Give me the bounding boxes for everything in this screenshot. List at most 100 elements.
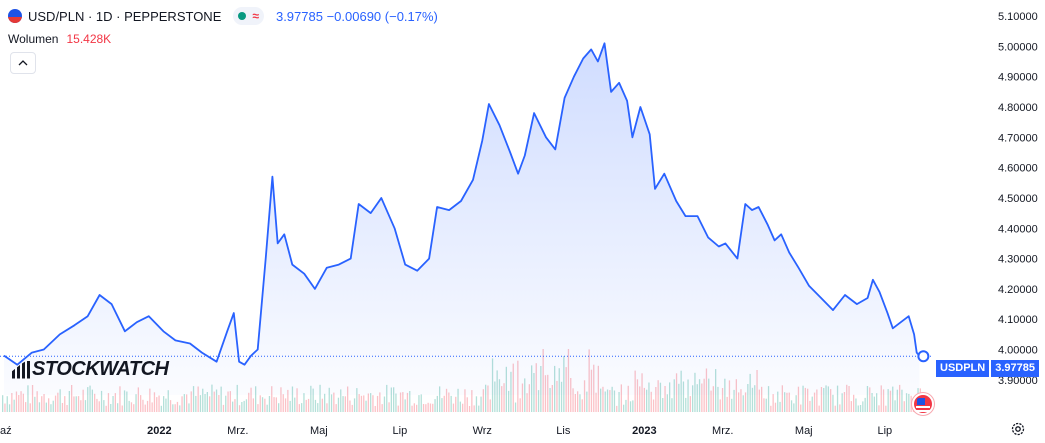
volume-bar bbox=[107, 393, 110, 412]
volume-bar bbox=[629, 401, 632, 412]
volume-bar bbox=[376, 395, 379, 412]
volume-bar bbox=[793, 403, 795, 412]
volume-bar bbox=[880, 385, 882, 412]
collapse-legend-button[interactable] bbox=[10, 52, 36, 74]
y-tick-label: 4.30000 bbox=[998, 254, 1038, 266]
y-tick-label: 4.20000 bbox=[998, 284, 1038, 296]
volume-bar bbox=[418, 395, 420, 412]
volume-bar bbox=[869, 387, 871, 412]
volume-bar bbox=[823, 388, 825, 412]
volume-bar bbox=[98, 401, 100, 412]
volume-bar bbox=[800, 404, 802, 412]
volume-bar bbox=[572, 388, 574, 412]
volume-bar bbox=[807, 388, 809, 412]
volume-bar bbox=[140, 395, 142, 412]
volume-bar bbox=[551, 385, 553, 412]
volume-bar bbox=[618, 392, 620, 412]
volume-bar bbox=[89, 385, 91, 412]
volume-bar bbox=[289, 400, 291, 412]
y-axis[interactable]: 5.10000 5.00000 4.90000 4.80000 4.70000 4.600… bbox=[998, 11, 1038, 387]
x-tick-label: aź bbox=[0, 425, 12, 437]
volume-bar bbox=[625, 399, 627, 412]
volume-bar bbox=[816, 389, 818, 412]
volume-bar bbox=[218, 395, 220, 412]
volume-bar bbox=[358, 394, 360, 412]
volume-bar bbox=[317, 403, 319, 412]
volume-bar bbox=[149, 388, 151, 412]
volume-bar bbox=[261, 397, 264, 412]
market-status-pill[interactable]: ≈ bbox=[233, 7, 264, 25]
volume-bar bbox=[245, 399, 248, 412]
x-tick-label: Maj bbox=[310, 425, 328, 437]
volume-bar bbox=[43, 394, 45, 412]
volume-bar bbox=[186, 394, 188, 412]
volume-bar bbox=[761, 386, 763, 412]
volume-bar bbox=[611, 386, 613, 412]
volume-bar bbox=[671, 398, 673, 412]
volume-bar bbox=[420, 394, 422, 412]
volume-bar bbox=[330, 394, 333, 412]
volume-bar bbox=[284, 398, 287, 412]
volume-bar bbox=[820, 387, 823, 412]
volume-bar bbox=[613, 390, 616, 412]
gear-icon[interactable] bbox=[1010, 421, 1026, 437]
volume-bar bbox=[646, 389, 648, 412]
volume-bar bbox=[255, 386, 257, 412]
volume-bar bbox=[692, 385, 694, 412]
volume-bar bbox=[462, 403, 464, 412]
volume-bar bbox=[717, 386, 719, 412]
volume-bar bbox=[441, 398, 443, 412]
volume-bar bbox=[80, 400, 82, 412]
us-flag-event-icon[interactable] bbox=[912, 393, 934, 415]
volume-bar bbox=[659, 382, 662, 412]
volume-bar bbox=[87, 387, 89, 412]
volume-bar bbox=[712, 386, 714, 412]
volume-bar bbox=[731, 398, 733, 412]
y-tick-label: 5.00000 bbox=[998, 41, 1038, 53]
volume-bar bbox=[52, 400, 54, 412]
volume-bar bbox=[280, 387, 282, 412]
volume-bar bbox=[153, 392, 156, 412]
volume-bar bbox=[848, 386, 850, 412]
x-axis[interactable]: aź 2022 Mrz. Maj Lip Wrz Lis 2023 Mrz. Maj Lip bbox=[0, 425, 892, 437]
volume-bar bbox=[873, 396, 875, 412]
volume-bar bbox=[75, 396, 77, 412]
volume-bar bbox=[468, 406, 471, 412]
volume-bar bbox=[220, 386, 222, 412]
volume-bars bbox=[2, 349, 924, 412]
volume-bar bbox=[197, 386, 199, 412]
volume-bar bbox=[701, 383, 703, 412]
volume-bar bbox=[222, 404, 225, 412]
volume-bar bbox=[432, 403, 434, 412]
volume-bar bbox=[266, 404, 268, 412]
volume-bar bbox=[770, 405, 772, 412]
volume-bar bbox=[905, 393, 908, 412]
volume-bar bbox=[583, 380, 586, 412]
volume-bar bbox=[740, 389, 742, 412]
volume-bar bbox=[314, 399, 317, 412]
volume-bar bbox=[429, 403, 432, 412]
volume-bar bbox=[181, 396, 183, 412]
volume-bar bbox=[409, 391, 411, 412]
volume-bar bbox=[682, 381, 685, 412]
volume-bar bbox=[335, 404, 337, 412]
x-tick-label: 2023 bbox=[632, 425, 656, 437]
price-line bbox=[3, 42, 921, 366]
volume-bar bbox=[698, 379, 701, 412]
volume-bar bbox=[64, 396, 66, 412]
volume-bar bbox=[519, 398, 521, 412]
volume-bar bbox=[146, 400, 149, 412]
volume-bar bbox=[696, 384, 698, 412]
volume-bar bbox=[213, 391, 215, 412]
volume-bar bbox=[167, 390, 169, 412]
volume-bar bbox=[13, 399, 15, 412]
volume-bar bbox=[199, 395, 202, 412]
volume-bar bbox=[282, 394, 284, 412]
volume-bar bbox=[271, 386, 273, 412]
volume-bar bbox=[179, 405, 181, 412]
volume-bar bbox=[351, 404, 353, 412]
volume-bar bbox=[577, 391, 579, 412]
symbol-title[interactable]: USD/PLN · 1D · PEPPERSTONE bbox=[28, 8, 222, 24]
volume-bar bbox=[763, 398, 765, 412]
